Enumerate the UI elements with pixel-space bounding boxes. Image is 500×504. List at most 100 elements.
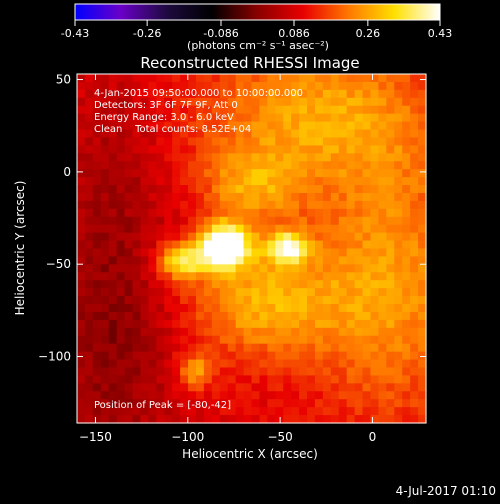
heatmap-cell: [338, 327, 348, 337]
heatmap-cell: [291, 74, 300, 83]
heatmap-cell: [394, 280, 403, 289]
heatmap-cell: [92, 335, 102, 345]
heatmap-cell: [84, 121, 94, 131]
heatmap-cell: [235, 327, 245, 337]
heatmap-cell: [172, 304, 181, 313]
heatmap-cell: [322, 200, 332, 210]
heatmap-cell: [140, 185, 149, 194]
heatmap-cell: [418, 248, 427, 258]
heatmap-cell: [283, 161, 292, 170]
heatmap-cell: [322, 280, 332, 289]
heatmap-cell: [378, 288, 387, 297]
heatmap-cell: [378, 415, 387, 424]
heatmap-cell: [203, 137, 213, 146]
heatmap-cell: [251, 161, 261, 170]
heatmap-cell: [243, 327, 253, 337]
heatmap-cell: [314, 359, 324, 369]
heatmap-cell: [370, 343, 380, 353]
heatmap-cell: [148, 161, 157, 170]
heatmap-cell: [124, 89, 134, 99]
heatmap-cell: [108, 169, 118, 178]
heatmap-cell: [227, 240, 237, 250]
heatmap-cell: [275, 177, 284, 186]
heatmap-cell: [330, 129, 340, 139]
heatmap-cell: [307, 89, 316, 99]
heatmap-cell: [275, 89, 284, 99]
heatmap-cell: [322, 129, 332, 139]
heatmap-cell: [227, 256, 237, 265]
heatmap-cell: [259, 351, 268, 361]
heatmap-cell: [259, 264, 268, 273]
heatmap-cell: [195, 272, 205, 281]
heatmap-cell: [84, 415, 94, 424]
heatmap-cell: [219, 343, 229, 353]
heatmap-cell: [180, 383, 189, 392]
heatmap-cell: [180, 240, 189, 250]
heatmap-cell: [172, 280, 181, 289]
heatmap-cell: [283, 113, 292, 123]
heatmap-cell: [259, 216, 268, 226]
heatmap-cell: [402, 391, 411, 400]
heatmap-cell: [418, 161, 427, 170]
heatmap-cell: [299, 256, 308, 265]
heatmap-cell: [243, 192, 253, 202]
heatmap-cell: [394, 248, 403, 258]
heatmap-cell: [354, 177, 364, 186]
heatmap-cell: [156, 288, 165, 297]
heatmap-cell: [251, 240, 261, 250]
heatmap-cell: [338, 232, 348, 242]
heatmap-cell: [243, 407, 253, 416]
heatmap-cell: [148, 177, 157, 186]
heatmap-cell: [394, 359, 403, 369]
heatmap-cell: [299, 415, 308, 424]
heatmap-cell: [92, 367, 102, 377]
heatmap-cell: [394, 145, 403, 154]
heatmap-cell: [108, 335, 118, 345]
heatmap-cell: [164, 208, 173, 218]
heatmap-cell: [338, 407, 348, 416]
heatmap-cell: [330, 153, 340, 162]
heatmap-cell: [148, 192, 157, 202]
heatmap-cell: [314, 319, 324, 329]
heatmap-cell: [77, 407, 86, 416]
heatmap-cell: [378, 224, 387, 234]
heatmap-cell: [235, 97, 245, 107]
heatmap-cell: [418, 319, 427, 329]
heatmap-cell: [370, 288, 380, 297]
heatmap-cell: [362, 200, 372, 210]
chart-title: Reconstructed RHESSI Image: [140, 54, 359, 72]
annotation-energy-range: Energy Range: 3.0 - 6.0 keV: [94, 112, 234, 123]
heatmap-cell: [291, 399, 300, 408]
heatmap-cell: [362, 351, 372, 361]
heatmap-cell: [172, 335, 181, 345]
heatmap-cell: [378, 359, 387, 369]
heatmap-cell: [92, 200, 102, 210]
heatmap-cell: [188, 240, 197, 250]
heatmap-cell: [330, 415, 340, 424]
heatmap-cell: [164, 129, 173, 139]
heatmap-cell: [267, 192, 276, 202]
heatmap-cell: [116, 415, 126, 424]
heatmap-cell: [116, 200, 126, 210]
heatmap-cell: [354, 264, 364, 273]
heatmap-cell: [172, 81, 181, 91]
heatmap-cell: [314, 327, 324, 337]
heatmap-cell: [283, 280, 292, 289]
heatmap-cell: [235, 137, 245, 146]
heatmap-cell: [148, 280, 157, 289]
heatmap-cell: [410, 335, 419, 345]
heatmap-cell: [307, 240, 316, 250]
heatmap-cell: [251, 200, 261, 210]
heatmap-cell: [84, 113, 94, 123]
annotation-detectors: Detectors: 3F 6F 7F 9F, Att 0: [94, 100, 238, 111]
heatmap-cell: [267, 351, 276, 361]
heatmap-cell: [370, 129, 380, 139]
heatmap-cell: [108, 304, 118, 313]
colorbar-tick-label: -0.43: [61, 27, 89, 40]
heatmap-cell: [418, 280, 427, 289]
heatmap-cell: [124, 224, 134, 234]
heatmap-cell: [132, 200, 142, 210]
heatmap-cell: [92, 359, 102, 369]
heatmap-cell: [227, 113, 237, 123]
heatmap-cell: [203, 113, 213, 123]
